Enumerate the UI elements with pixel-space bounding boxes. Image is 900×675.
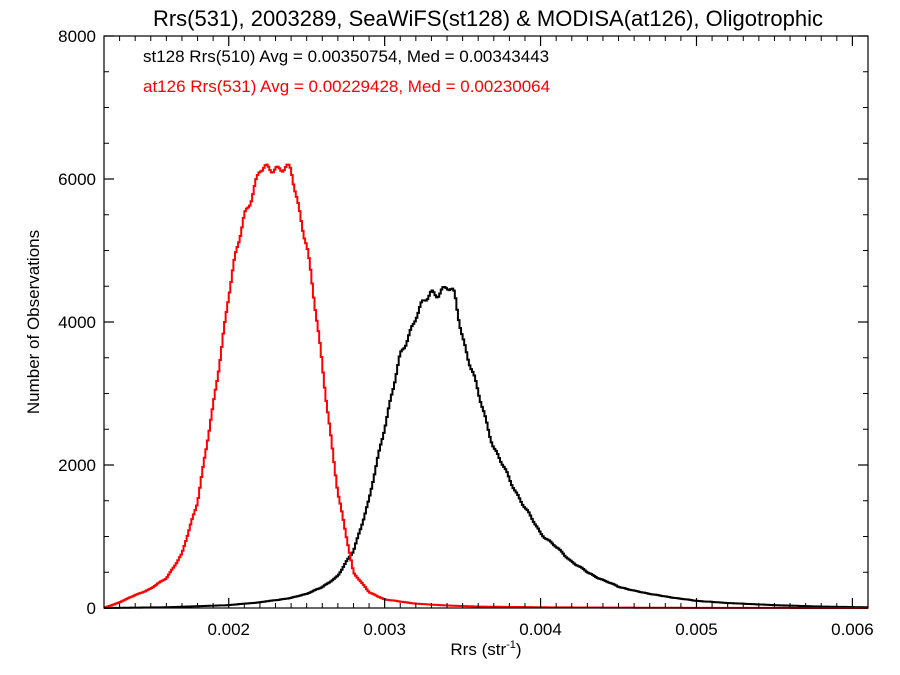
y-tick-label: 0 [87,599,96,618]
series-1-line [104,163,868,609]
legend: st128 Rrs(510) Avg = 0.00350754, Med = 0… [143,47,550,96]
y-tick-label: 2000 [58,456,96,475]
x-axis-label-close: ) [516,640,522,659]
series-layer [104,163,868,609]
x-axis-ticks: 0.002 0.003 0.004 0.005 0.006 [103,36,874,639]
x-tick-label: 0.005 [675,620,718,639]
y-axis-ticks: 0 2000 4000 6000 8000 [58,27,868,618]
x-tick-label: 0.004 [519,620,562,639]
x-tick-label: 0.006 [831,620,874,639]
x-tick-label: 0.003 [363,620,406,639]
chart-title: Rrs(531), 2003289, SeaWiFS(st128) & MODI… [153,6,823,31]
legend-entry-at126: at126 Rrs(531) Avg = 0.00229428, Med = 0… [143,77,550,96]
series-0-line [104,285,868,609]
y-tick-label: 8000 [58,27,96,46]
plot-frame [103,35,869,609]
y-axis-label: Number of Observations [24,230,43,414]
legend-entry-st128: st128 Rrs(510) Avg = 0.00350754, Med = 0… [143,47,549,66]
x-axis-label: Rrs (str-1) [450,639,521,659]
x-axis-label-superscript: -1 [506,639,516,651]
x-tick-label: 0.002 [207,620,250,639]
y-tick-label: 4000 [58,313,96,332]
y-tick-label: 6000 [58,170,96,189]
